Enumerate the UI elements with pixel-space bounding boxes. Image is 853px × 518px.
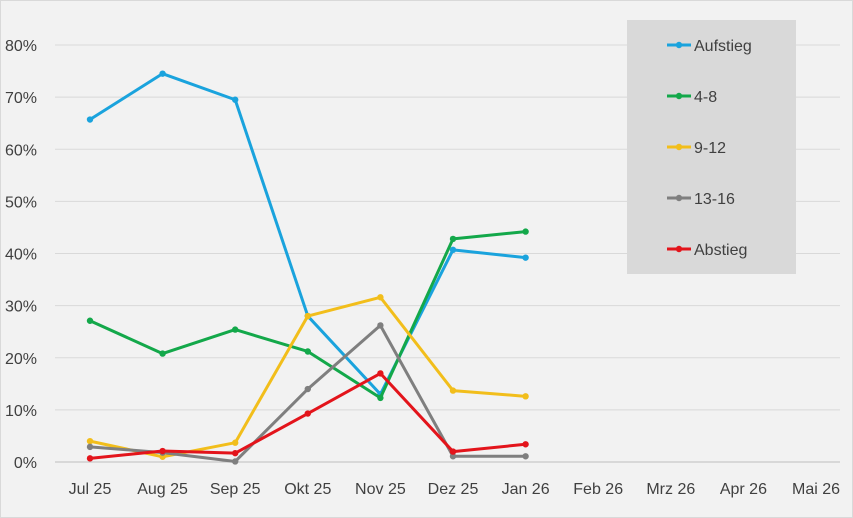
y-tick-label: 80%	[5, 38, 37, 55]
data-point	[86, 116, 94, 123]
data-point	[449, 448, 457, 455]
x-tick-label: Sep 25	[210, 481, 261, 498]
y-tick-label: 60%	[5, 142, 37, 159]
data-point	[522, 441, 529, 448]
data-point	[377, 322, 384, 329]
y-tick-label: 20%	[5, 351, 37, 368]
y-tick-label: 70%	[5, 90, 37, 107]
data-point	[304, 348, 311, 355]
x-tick-label: Feb 26	[573, 481, 623, 498]
data-point	[232, 439, 239, 446]
legend-label: 4-8	[694, 89, 717, 106]
x-tick-label: Okt 25	[284, 481, 331, 498]
legend-label: 9-12	[694, 140, 726, 157]
data-point	[232, 458, 239, 465]
data-point	[86, 317, 94, 324]
data-point	[159, 350, 166, 357]
data-point	[159, 70, 166, 77]
x-tick-label: Jul 25	[69, 481, 112, 498]
legend-marker	[675, 194, 683, 202]
y-axis-tick-labels: 0% 10% 20% 30% 40% 50% 60% 70% 80%	[5, 38, 37, 472]
x-tick-label: Jan 26	[502, 481, 550, 498]
x-tick-label: Aug 25	[137, 481, 188, 498]
x-tick-label: Apr 26	[720, 481, 767, 498]
legend-marker	[675, 92, 683, 100]
data-point	[449, 246, 457, 254]
data-point	[86, 437, 94, 445]
y-tick-label: 0%	[14, 455, 37, 472]
y-tick-label: 10%	[5, 403, 37, 420]
data-point	[232, 326, 239, 333]
legend-label: Aufstieg	[694, 38, 752, 55]
data-point	[377, 394, 384, 402]
legend-marker	[675, 143, 683, 151]
data-point	[377, 370, 384, 377]
x-tick-label: Mrz 26	[646, 481, 695, 498]
data-point	[86, 443, 94, 451]
y-tick-label: 30%	[5, 299, 37, 316]
series-line-9-12	[88, 295, 528, 459]
data-point	[449, 235, 457, 243]
x-tick-label: Dez 25	[428, 481, 479, 498]
data-point	[304, 410, 311, 417]
legend-marker	[675, 41, 683, 49]
data-point	[232, 96, 239, 103]
legend-marker	[675, 245, 683, 253]
series-lines	[86, 70, 529, 465]
legend-label: Abstieg	[694, 242, 747, 259]
series-line-13-16	[88, 323, 528, 463]
x-axis-tick-labels: Jul 25 Aug 25 Sep 25 Okt 25 Nov 25 Dez 25 Jan …	[69, 481, 840, 498]
data-point	[522, 228, 529, 235]
data-point	[377, 294, 384, 301]
data-point	[304, 312, 311, 320]
x-tick-label: Nov 25	[355, 481, 406, 498]
data-point	[304, 385, 311, 393]
legend-label: 13-16	[694, 191, 735, 208]
data-point	[449, 387, 457, 394]
data-point	[232, 449, 239, 457]
legend: Aufstieg 4-8 9-12 13-16 Abstieg	[627, 20, 796, 274]
data-point	[159, 447, 166, 455]
data-point	[522, 453, 529, 460]
y-tick-label: 40%	[5, 247, 37, 264]
data-point	[86, 455, 94, 462]
series-line-aufstieg	[88, 72, 528, 396]
x-tick-label: Mai 26	[792, 481, 840, 498]
data-point	[449, 453, 457, 460]
data-point	[522, 393, 529, 400]
legend-box	[627, 20, 796, 274]
y-tick-label: 50%	[5, 194, 37, 211]
data-point	[522, 254, 529, 261]
